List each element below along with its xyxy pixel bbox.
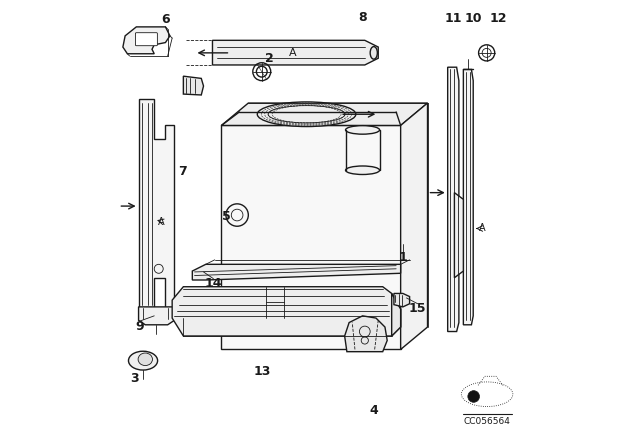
Text: 7: 7 bbox=[178, 164, 186, 178]
Polygon shape bbox=[139, 99, 174, 309]
Text: A: A bbox=[479, 224, 486, 233]
Text: 2: 2 bbox=[265, 52, 274, 65]
Ellipse shape bbox=[346, 166, 380, 174]
Text: 13: 13 bbox=[253, 365, 271, 379]
Text: 15: 15 bbox=[409, 302, 426, 315]
Polygon shape bbox=[454, 193, 463, 278]
Text: 6: 6 bbox=[161, 13, 170, 26]
Polygon shape bbox=[123, 27, 170, 54]
Text: 10: 10 bbox=[465, 12, 483, 26]
Circle shape bbox=[468, 391, 479, 402]
Text: 9: 9 bbox=[135, 319, 144, 333]
Ellipse shape bbox=[129, 351, 157, 370]
Text: 11: 11 bbox=[445, 12, 462, 26]
Text: 12: 12 bbox=[490, 12, 507, 26]
Text: 14: 14 bbox=[205, 277, 222, 290]
Polygon shape bbox=[184, 76, 204, 95]
Ellipse shape bbox=[346, 125, 380, 134]
Polygon shape bbox=[221, 125, 401, 349]
Text: CC056564: CC056564 bbox=[463, 417, 511, 426]
Polygon shape bbox=[139, 307, 174, 325]
Polygon shape bbox=[221, 103, 428, 125]
Text: 8: 8 bbox=[358, 11, 367, 25]
Ellipse shape bbox=[257, 102, 356, 127]
Polygon shape bbox=[401, 103, 428, 349]
Polygon shape bbox=[172, 287, 401, 336]
Polygon shape bbox=[345, 316, 387, 352]
Text: A: A bbox=[289, 48, 297, 58]
Polygon shape bbox=[394, 293, 410, 307]
Text: 1: 1 bbox=[399, 251, 408, 264]
Text: 3: 3 bbox=[130, 372, 138, 385]
Polygon shape bbox=[192, 264, 401, 280]
Text: 4: 4 bbox=[369, 404, 378, 418]
Text: 5: 5 bbox=[221, 210, 230, 223]
Polygon shape bbox=[212, 40, 378, 65]
Polygon shape bbox=[392, 293, 401, 336]
Polygon shape bbox=[463, 69, 473, 325]
Polygon shape bbox=[448, 67, 459, 332]
Text: A: A bbox=[157, 217, 164, 227]
FancyBboxPatch shape bbox=[136, 33, 157, 46]
Ellipse shape bbox=[370, 47, 378, 59]
Ellipse shape bbox=[138, 353, 152, 366]
